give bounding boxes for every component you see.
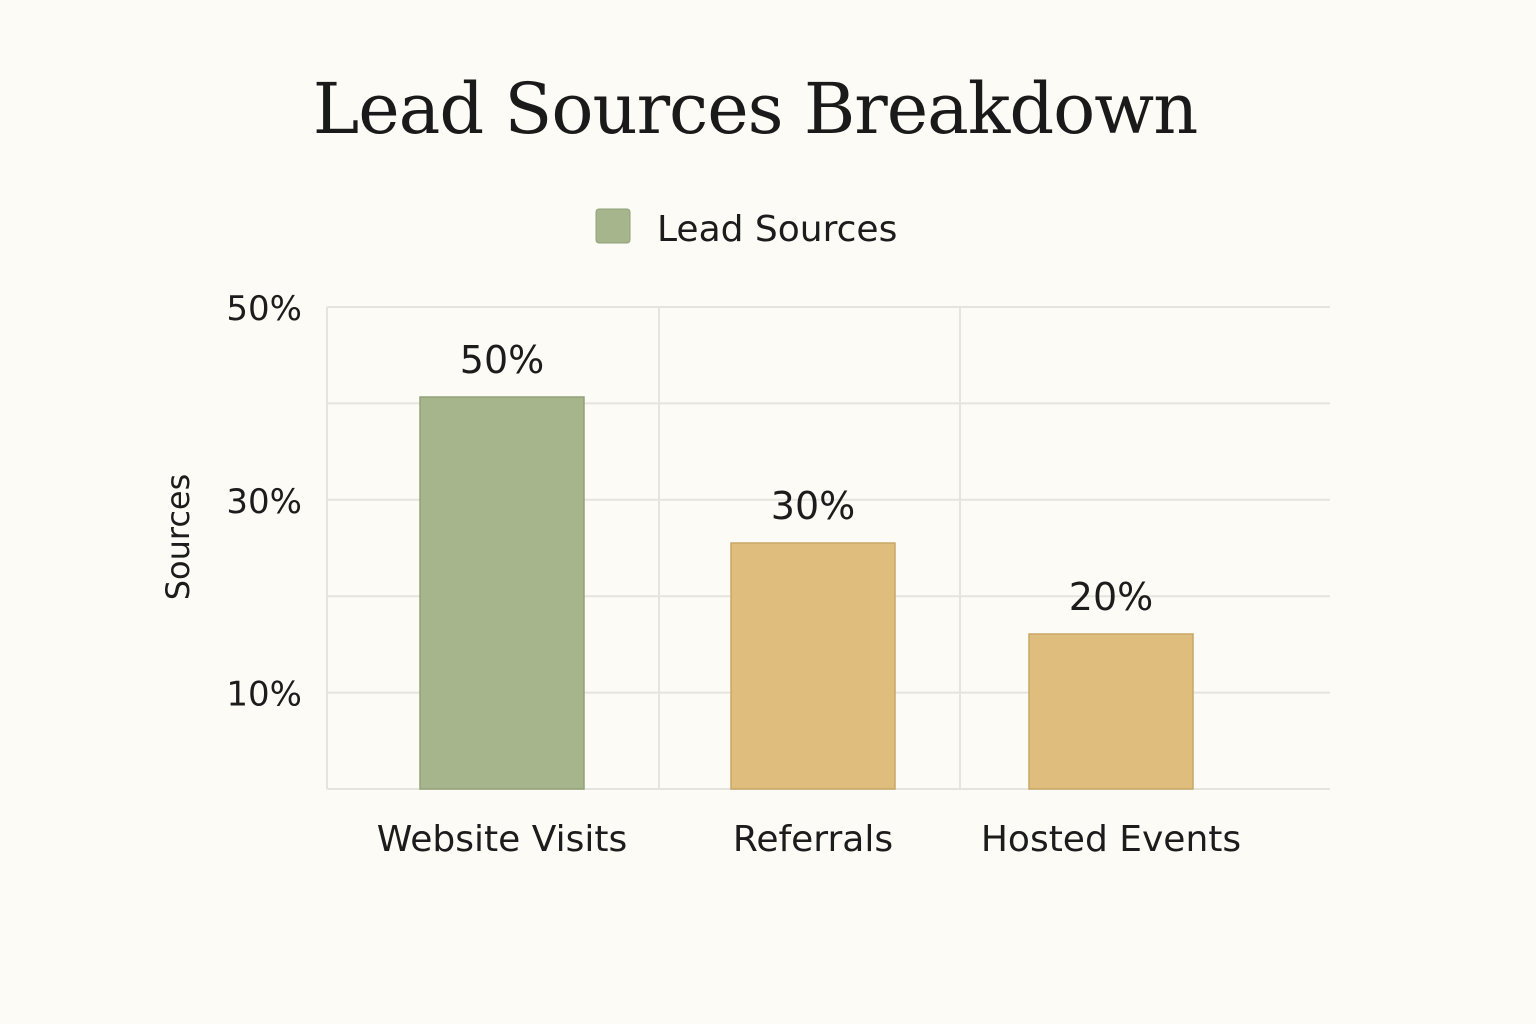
x-axis-ticks: Website Visits Referrals Hosted Events [377,819,1241,860]
bar-hosted-events [1028,633,1194,790]
y-axis-ticks: 10% 30% 50% [226,289,302,715]
bars [419,396,1194,790]
legend: Lead Sources [595,208,897,250]
y-tick-label: 30% [226,482,302,522]
y-tick-label: 10% [226,675,302,715]
legend-label: Lead Sources [657,209,897,250]
data-label: 20% [1069,575,1153,619]
x-tick-label: Website Visits [377,819,627,860]
bar-referrals [730,542,896,790]
x-tick-label: Referrals [733,819,893,860]
chart-title: Lead Sources Breakdown [312,68,1199,150]
x-tick-label: Hosted Events [981,819,1241,860]
y-tick-label: 50% [226,289,302,329]
data-label: 50% [460,338,544,382]
data-labels: 50% 30% 20% [460,338,1153,619]
data-label: 30% [771,484,855,528]
legend-swatch [595,208,631,244]
y-axis-label: Sources [159,474,197,601]
bar-website-visits [419,396,585,790]
